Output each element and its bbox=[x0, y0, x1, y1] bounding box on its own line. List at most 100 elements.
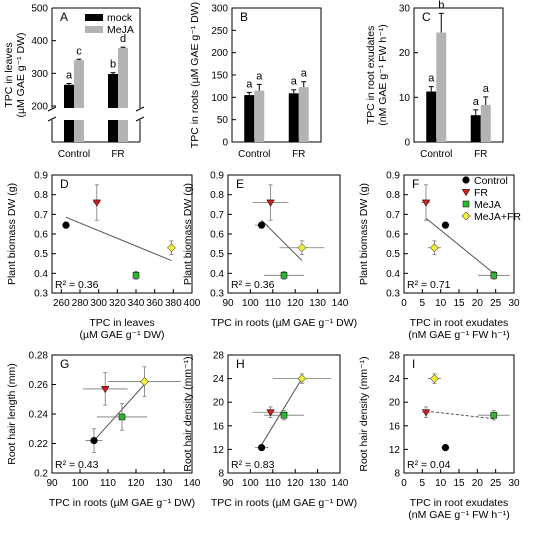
significance-letter: c bbox=[76, 45, 82, 57]
x-tick-label: 260 bbox=[53, 298, 70, 309]
point-meja-fr bbox=[297, 243, 307, 253]
axis-break-mark bbox=[135, 106, 145, 112]
panel-f: 0.3 0.4 0.5 0.6 0.7 0.8 0.9 0 5 10 15 20 25 30 F R² = 0… bbox=[358, 171, 521, 342]
point-fr bbox=[461, 189, 471, 197]
point-fr bbox=[100, 386, 110, 394]
x-tick-label: 280 bbox=[72, 298, 89, 309]
regression-line bbox=[93, 384, 145, 441]
x-tick-label: 10 bbox=[435, 298, 447, 309]
y-tick-label: 0.28 bbox=[29, 351, 49, 362]
point-meja-fr bbox=[297, 374, 307, 383]
plot-frame bbox=[227, 354, 341, 474]
x-tick-label: 30 bbox=[508, 478, 520, 489]
x-tick-label: 90 bbox=[222, 298, 234, 309]
x-tick-label: Control bbox=[58, 149, 90, 160]
y-axis-label: (µM GAE g⁻¹ DW) bbox=[15, 32, 27, 117]
panel-d: 0.3 0.4 0.5 0.6 0.7 0.8 0.9 260 280 300 320 340 360 3… bbox=[6, 171, 201, 342]
y-axis-label: Root hair density (mm⁻¹) bbox=[358, 356, 370, 471]
point-meja-fr bbox=[140, 377, 149, 386]
y-tick-label: 0.22 bbox=[29, 439, 49, 450]
point-meja-fr bbox=[461, 211, 471, 221]
y-tick-label: 200 bbox=[31, 102, 48, 113]
x-tick-label: 130 bbox=[156, 478, 173, 489]
x-axis-label: TPC in roots (µM GAE g⁻¹ DW) bbox=[211, 317, 357, 329]
regression-line bbox=[425, 217, 495, 274]
panel-letter: B bbox=[240, 10, 248, 24]
x-tick-label: 20 bbox=[472, 478, 484, 489]
x-tick-label: 0 bbox=[401, 298, 407, 309]
x-tick-label: 130 bbox=[309, 478, 326, 489]
legend-label: FR bbox=[474, 187, 488, 199]
x-tick-label: FR bbox=[111, 149, 124, 160]
x-tick-label: 100 bbox=[72, 478, 89, 489]
x-tick-label: 30 bbox=[508, 298, 520, 309]
r-squared-label: R² = 0.71 bbox=[407, 279, 451, 291]
y-tick-label: 0 bbox=[222, 138, 228, 149]
legend-swatch-meja bbox=[85, 26, 103, 33]
legend-swatch-mock bbox=[85, 14, 103, 21]
point-fr bbox=[266, 199, 275, 207]
y-axis-label: TPC in leaves bbox=[3, 42, 15, 107]
point-meja bbox=[118, 413, 126, 421]
y-tick-label: 0.5 bbox=[210, 249, 224, 260]
y-tick-label: 0.8 bbox=[386, 190, 400, 201]
significance-letter: a bbox=[291, 76, 298, 88]
panel-letter: G bbox=[60, 357, 69, 371]
y-tick-label: 300 bbox=[31, 69, 48, 80]
regression-line bbox=[261, 378, 303, 445]
bar-mock-control bbox=[244, 95, 255, 142]
r-squared-label: R² = 0.36 bbox=[231, 279, 275, 291]
significance-letter: a bbox=[66, 69, 73, 81]
x-tick-label: 5 bbox=[420, 478, 426, 489]
x-tick-label: 120 bbox=[287, 478, 304, 489]
x-tick-label: 320 bbox=[109, 298, 126, 309]
y-tick-label: 150 bbox=[211, 71, 228, 82]
point-meja bbox=[132, 272, 140, 279]
y-tick-label: 0.9 bbox=[386, 171, 400, 182]
x-tick-label: 120 bbox=[128, 478, 145, 489]
y-tick-label: 0.3 bbox=[34, 289, 48, 300]
x-axis-label: TPC in roots (µM GAE g⁻¹ DW) bbox=[211, 497, 357, 509]
bar-break-gap bbox=[73, 108, 85, 120]
x-tick-label: FR bbox=[292, 149, 305, 160]
significance-letter: a bbox=[301, 68, 308, 80]
y-tick-label: 24 bbox=[213, 374, 225, 385]
significance-letter: d bbox=[120, 33, 126, 45]
x-tick-label: 25 bbox=[490, 478, 502, 489]
x-tick-label: 90 bbox=[222, 478, 234, 489]
x-tick-label: 140 bbox=[184, 478, 201, 489]
x-tick-label: 5 bbox=[420, 298, 426, 309]
x-tick-label: 140 bbox=[332, 298, 349, 309]
y-tick-label: 0.6 bbox=[210, 230, 224, 241]
x-tick-label: 10 bbox=[435, 478, 447, 489]
point-fr bbox=[421, 409, 431, 417]
y-tick-label: 0.3 bbox=[386, 289, 400, 300]
point-meja bbox=[462, 200, 470, 208]
panel-letter: F bbox=[412, 177, 419, 191]
plot-frame bbox=[413, 7, 504, 143]
plot-frame bbox=[51, 174, 193, 294]
panel-g: 0.2 0.22 0.24 0.26 0.28 90 100 110 120 130 140 G R² … bbox=[6, 351, 201, 510]
significance-letter: a bbox=[256, 70, 263, 82]
y-tick-label: 400 bbox=[31, 36, 48, 47]
y-axis-label: TPC in roots (µM GAE g⁻¹ DW) bbox=[189, 2, 201, 148]
x-axis-label: TPC in leaves bbox=[89, 317, 154, 329]
x-axis-label: TPC in roots (µM GAE g⁻¹ DW) bbox=[49, 497, 195, 509]
x-tick-label: 90 bbox=[46, 478, 58, 489]
x-tick-label: 0 bbox=[401, 478, 407, 489]
x-tick-label: Control bbox=[238, 149, 270, 160]
y-tick-label: 24 bbox=[389, 374, 401, 385]
point-meja-fr bbox=[430, 374, 439, 383]
y-axis-label: (nM GAE g⁻¹ FW h⁻¹) bbox=[377, 24, 389, 126]
bar-meja-fr bbox=[118, 47, 128, 142]
x-tick-label: 120 bbox=[287, 298, 304, 309]
y-tick-label: 500 bbox=[31, 4, 48, 15]
bar-meja-control bbox=[436, 32, 447, 142]
y-axis-label: Plant biomass DW (g) bbox=[6, 183, 18, 285]
legend-label: mock bbox=[107, 12, 133, 24]
axis-break-mark bbox=[47, 116, 57, 122]
r-squared-label: R² = 0.04 bbox=[407, 459, 451, 471]
bar-mock-control bbox=[426, 91, 437, 142]
